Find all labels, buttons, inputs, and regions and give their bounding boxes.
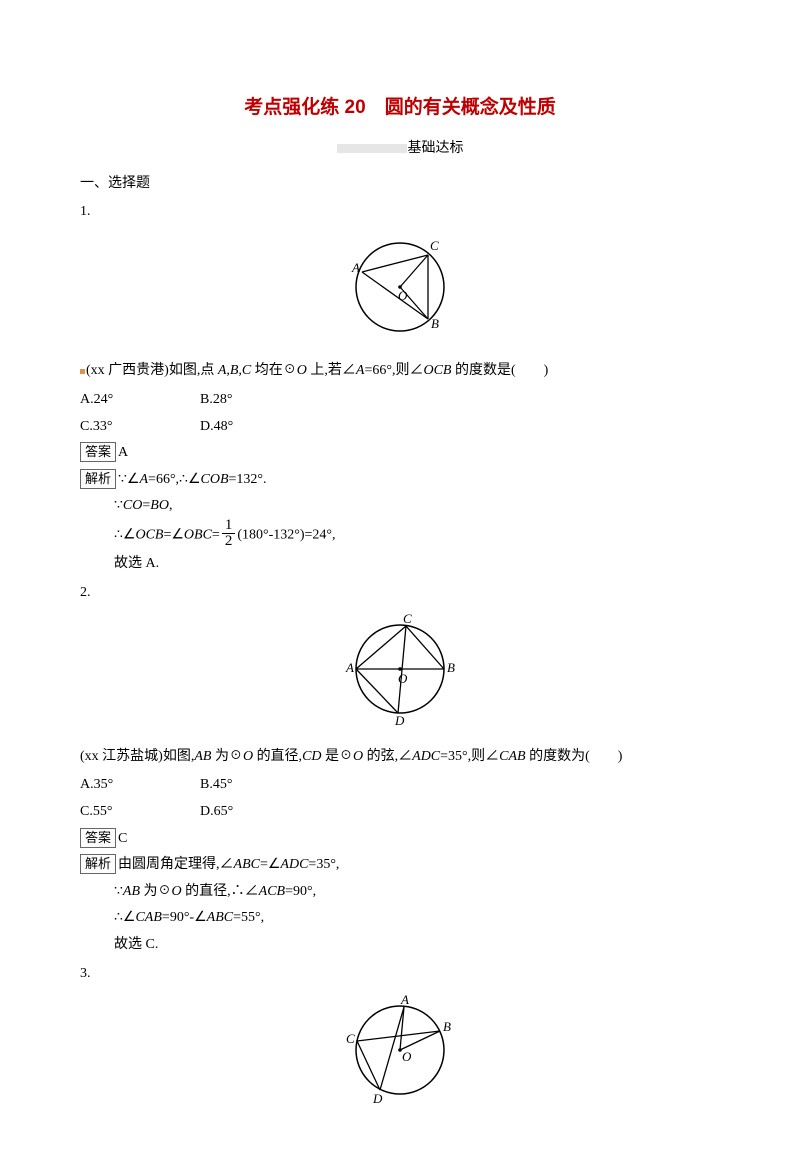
q2-opt-b: B.45° <box>200 772 320 799</box>
q1-opt-d: D.48° <box>200 414 320 441</box>
q2-figure: A B C D O <box>80 612 720 738</box>
q1-explain-1: 解析∵∠A=66°,∴∠COB=132°. <box>80 467 720 494</box>
subtitle: 基础达标 <box>408 136 464 163</box>
q3-number: 3. <box>80 961 720 988</box>
subtitle-bar <box>337 144 407 153</box>
q2-explain-1: 解析由圆周角定理得,∠ABC=∠ADC=35°, <box>80 852 720 879</box>
q2-opt-d: D.65° <box>200 799 320 826</box>
q2-options-2: C.55° D.65° <box>80 799 720 826</box>
svg-text:A: A <box>351 260 360 275</box>
q1-explain-3: ∴∠OCB=∠OBC=12(180°-132°)=24°, <box>80 520 720 551</box>
answer-label: 答案 <box>80 828 116 848</box>
explain-label: 解析 <box>80 469 116 489</box>
svg-text:C: C <box>403 612 412 626</box>
svg-text:A: A <box>345 660 354 675</box>
explain-label: 解析 <box>80 854 116 874</box>
fraction: 12 <box>222 518 236 549</box>
q1-opt-c: C.33° <box>80 414 200 441</box>
q1-figure: A C B O <box>80 232 720 353</box>
section-heading: 一、选择题 <box>80 171 720 198</box>
svg-text:A: A <box>400 993 409 1007</box>
answer-label: 答案 <box>80 442 116 462</box>
q2-opt-a: A.35° <box>80 772 200 799</box>
q1-opt-b: B.28° <box>200 387 320 414</box>
q1-options: A.24° B.28° <box>80 387 720 414</box>
svg-text:D: D <box>372 1091 383 1106</box>
q2-text: (xx 江苏盐城)如图,AB 为☉O 的直径,CD 是☉O 的弦,∠ADC=35… <box>80 744 720 771</box>
svg-text:O: O <box>402 1049 412 1064</box>
subtitle-row: 基础达标 <box>80 136 720 163</box>
svg-text:B: B <box>431 316 439 331</box>
q2-opt-c: C.55° <box>80 799 200 826</box>
q1-answer: 答案A <box>80 440 720 467</box>
q1-opt-a: A.24° <box>80 387 200 414</box>
q2-number: 2. <box>80 580 720 607</box>
svg-text:O: O <box>398 671 408 686</box>
q1-explain-2: ∵CO=BO, <box>80 493 720 520</box>
q1-explain-4: 故选 A. <box>80 551 720 578</box>
q2-options: A.35° B.45° <box>80 772 720 799</box>
q2-explain-3: ∴∠CAB=90°-∠ABC=55°, <box>80 905 720 932</box>
q1-number: 1. <box>80 199 720 226</box>
bullet-icon <box>80 369 85 374</box>
svg-text:C: C <box>346 1031 355 1046</box>
svg-text:D: D <box>394 713 405 727</box>
q2-answer: 答案C <box>80 826 720 853</box>
q2-explain-4: 故选 C. <box>80 932 720 959</box>
q1-options-2: C.33° D.48° <box>80 414 720 441</box>
q1-text: (xx 广西贵港)如图,点 A,B,C 均在☉O 上,若∠A=66°,则∠OCB… <box>80 358 720 385</box>
svg-text:B: B <box>443 1019 451 1034</box>
svg-text:B: B <box>447 660 455 675</box>
q2-explain-2: ∵AB 为☉O 的直径,∴∠ACB=90°, <box>80 879 720 906</box>
svg-text:C: C <box>430 238 439 253</box>
page-title: 考点强化练 20 圆的有关概念及性质 <box>80 90 720 126</box>
q3-figure: A B C D O <box>80 993 720 1119</box>
svg-text:O: O <box>398 288 408 303</box>
